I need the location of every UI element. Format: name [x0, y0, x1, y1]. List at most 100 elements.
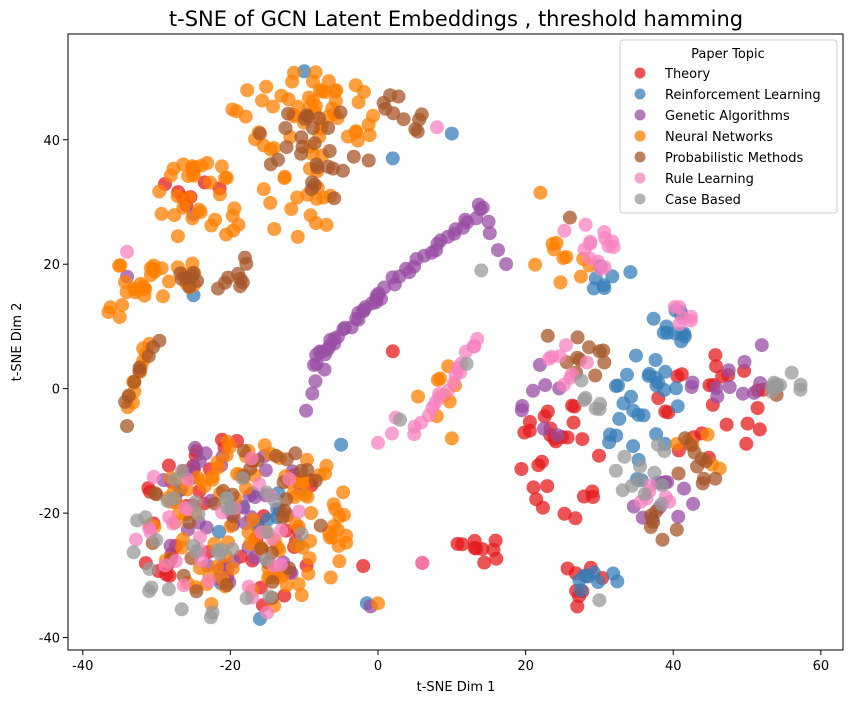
point-theory — [592, 448, 606, 463]
point-theory — [739, 436, 754, 451]
point-theory — [752, 422, 767, 437]
point-case-based — [161, 582, 176, 597]
point-neural-networks — [245, 512, 260, 527]
y-tick-label: -20 — [39, 507, 60, 522]
point-case-based — [188, 495, 203, 510]
point-neural-networks — [528, 257, 543, 272]
point-neural-networks — [336, 485, 351, 500]
point-case-based — [214, 542, 229, 557]
point-case-based — [144, 580, 159, 595]
point-genetic-algorithms — [722, 380, 737, 394]
point-neural-networks — [290, 229, 305, 244]
point-genetic-algorithms — [526, 383, 540, 398]
point-neural-networks — [362, 128, 377, 143]
point-case-based — [574, 373, 589, 388]
point-probabilistic-methods — [132, 360, 147, 375]
point-reinforcement-learning — [620, 367, 634, 382]
point-rule-learning — [675, 310, 690, 325]
point-probabilistic-methods — [346, 149, 361, 164]
point-probabilistic-methods — [326, 161, 341, 176]
y-tick-label: 0 — [52, 383, 60, 398]
point-case-based — [654, 497, 669, 511]
point-genetic-algorithms — [318, 347, 333, 362]
point-rule-learning — [244, 451, 259, 466]
point-genetic-algorithms — [515, 399, 530, 413]
point-rule-learning — [176, 578, 191, 593]
point-probabilistic-methods — [219, 578, 234, 592]
point-neural-networks — [315, 84, 330, 99]
point-neural-networks — [308, 65, 323, 80]
point-rule-learning — [273, 557, 288, 572]
legend-label: Probabilistic Methods — [665, 151, 803, 166]
point-probabilistic-methods — [313, 518, 328, 533]
point-case-based — [259, 552, 274, 567]
point-rule-learning — [201, 574, 216, 588]
point-probabilistic-methods — [540, 328, 555, 343]
point-reinforcement-learning — [596, 278, 611, 293]
y-axis-label: t-SNE Dim 2 — [10, 303, 25, 382]
point-reinforcement-learning — [260, 512, 275, 527]
point-case-based — [592, 402, 607, 417]
legend-item-rule-learning: Rule Learning — [634, 172, 754, 187]
legend-marker — [634, 172, 646, 184]
point-neural-networks — [299, 452, 314, 467]
point-reinforcement-learning — [660, 325, 675, 340]
point-genetic-algorithms — [198, 446, 213, 461]
point-rule-learning — [597, 260, 612, 275]
point-genetic-algorithms — [475, 200, 490, 215]
point-neural-networks — [115, 298, 130, 313]
point-neural-networks — [256, 182, 271, 197]
point-reinforcement-learning — [626, 439, 641, 454]
point-rule-learning — [559, 338, 573, 353]
point-theory — [750, 401, 765, 415]
point-neural-networks — [291, 99, 306, 114]
point-genetic-algorithms — [258, 463, 273, 478]
point-neural-networks — [240, 83, 255, 98]
point-probabilistic-methods — [238, 250, 252, 265]
point-probabilistic-methods — [308, 473, 323, 488]
point-theory — [356, 559, 371, 573]
point-reinforcement-learning — [646, 311, 661, 326]
legend-marker — [634, 193, 646, 205]
point-rule-learning — [292, 504, 306, 519]
point-probabilistic-methods — [221, 270, 236, 285]
point-neural-networks — [361, 117, 376, 132]
point-theory — [674, 367, 689, 382]
point-rule-learning — [542, 351, 556, 366]
point-neural-networks — [103, 300, 118, 315]
point-probabilistic-methods — [182, 515, 197, 530]
point-genetic-algorithms — [537, 421, 551, 436]
point-case-based — [650, 437, 665, 452]
point-neural-networks — [556, 251, 571, 265]
x-axis-label: t-SNE Dim 1 — [417, 680, 496, 695]
point-probabilistic-methods — [333, 105, 348, 120]
point-neural-networks — [371, 596, 385, 611]
point-case-based — [189, 544, 204, 559]
point-neural-networks — [154, 206, 169, 221]
point-reinforcement-learning — [609, 379, 623, 393]
point-case-based — [459, 356, 474, 371]
point-theory — [568, 511, 583, 526]
point-rule-learning — [582, 251, 597, 266]
point-probabilistic-methods — [669, 522, 684, 537]
point-theory — [566, 415, 581, 430]
point-genetic-algorithms — [308, 374, 323, 389]
point-rule-learning — [241, 579, 256, 594]
legend-item-theory: Theory — [634, 67, 710, 82]
point-neural-networks — [192, 202, 206, 217]
point-rule-learning — [579, 355, 594, 370]
point-probabilistic-methods — [277, 503, 292, 518]
plot-frame — [67, 33, 844, 651]
point-neural-networks — [208, 212, 223, 227]
point-neural-networks — [259, 79, 274, 94]
point-case-based — [474, 263, 489, 278]
point-neural-networks — [533, 185, 548, 200]
legend: Paper Topic Theory Reinforcement Learning… — [619, 39, 838, 214]
point-reinforcement-learning — [610, 574, 625, 589]
point-neural-networks — [328, 94, 343, 108]
point-theory — [489, 551, 504, 566]
point-neural-networks — [444, 431, 459, 446]
legend-label: Neural Networks — [665, 130, 773, 145]
point-probabilistic-methods — [269, 448, 284, 463]
point-case-based — [175, 463, 190, 478]
